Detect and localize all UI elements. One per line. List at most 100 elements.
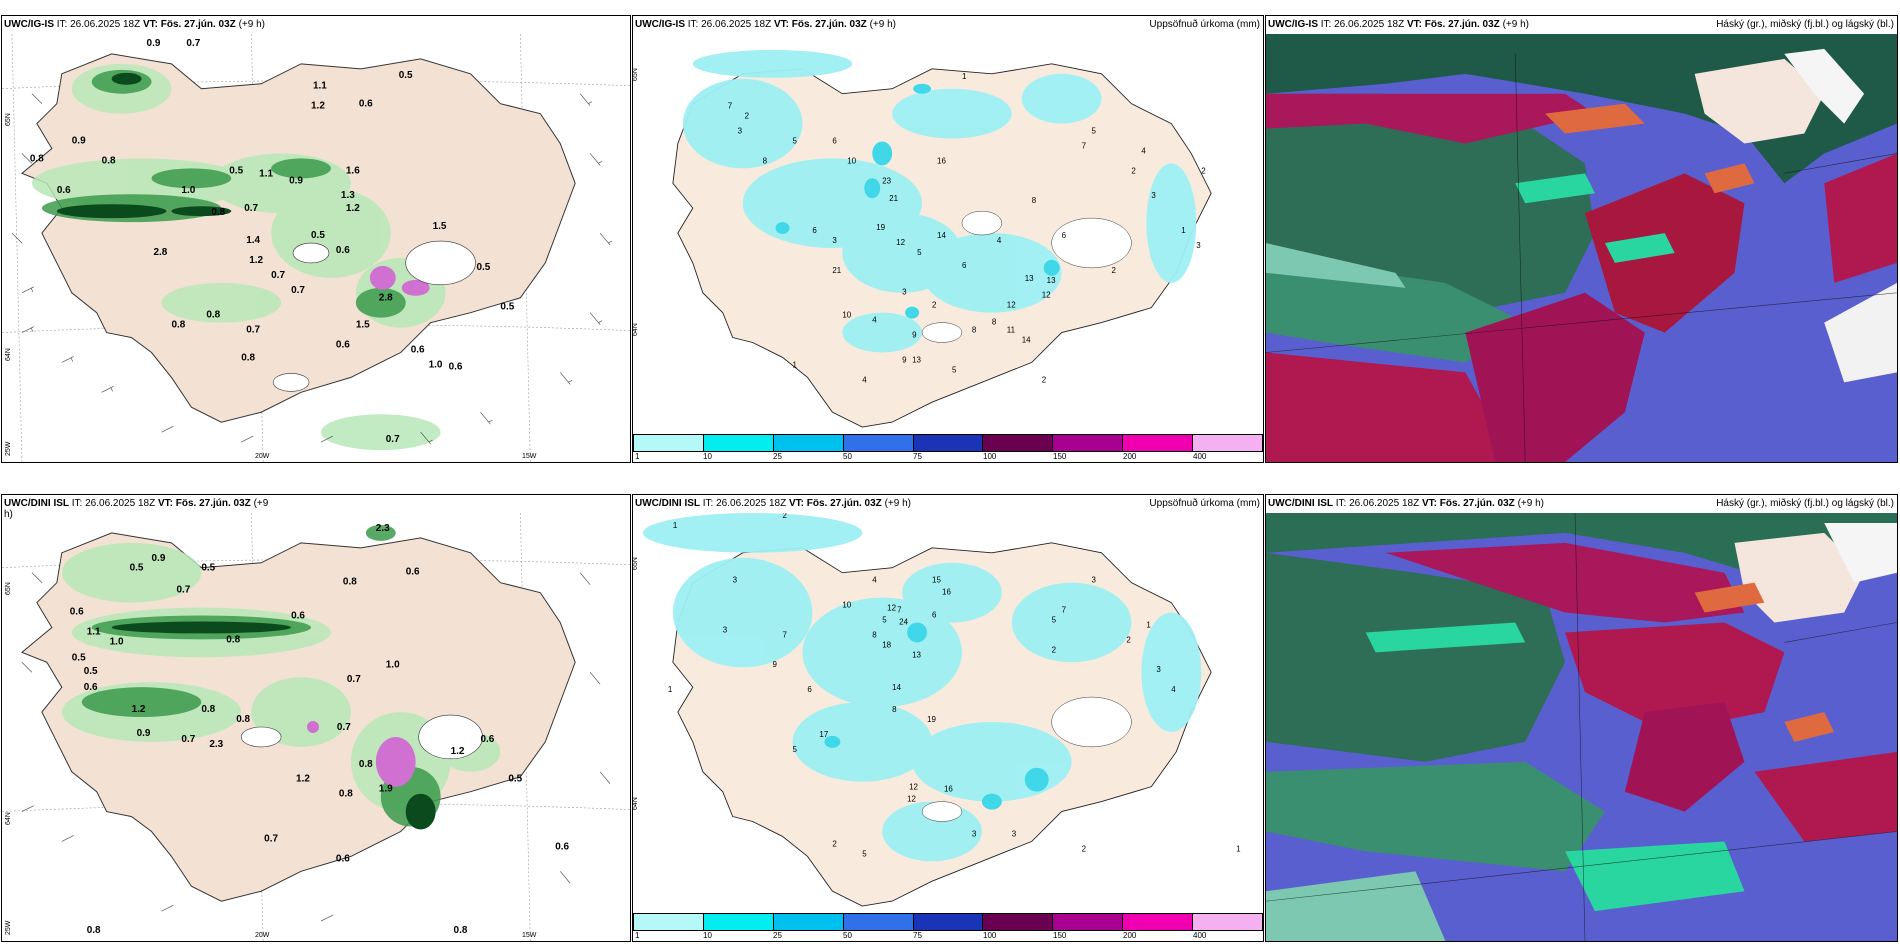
svg-text:2: 2 — [1111, 266, 1116, 275]
svg-text:12: 12 — [887, 604, 896, 613]
svg-text:0.7: 0.7 — [246, 325, 260, 336]
svg-text:23: 23 — [882, 176, 891, 185]
legend-swatch — [983, 435, 1054, 451]
svg-text:2: 2 — [1082, 844, 1087, 853]
svg-text:18: 18 — [882, 640, 891, 649]
svg-text:0.6: 0.6 — [70, 607, 84, 618]
precip-map-bottom[interactable]: 1 2 3 4 5 6 7 8 10 12 13 14 15 16 17 18 … — [633, 513, 1263, 921]
svg-text:2: 2 — [783, 513, 788, 520]
svg-text:10: 10 — [842, 601, 851, 610]
svg-text:16: 16 — [942, 588, 951, 597]
svg-text:0.7: 0.7 — [181, 734, 195, 745]
svg-text:1.5: 1.5 — [356, 320, 370, 331]
svg-text:0.6: 0.6 — [57, 185, 71, 196]
svg-text:1.2: 1.2 — [132, 704, 146, 715]
lat-label: 65N — [5, 582, 12, 595]
svg-text:1.0: 1.0 — [429, 359, 443, 370]
svg-text:9: 9 — [912, 331, 917, 340]
svg-text:1: 1 — [668, 685, 673, 694]
wind-map-bottom[interactable]: 2.3 0.6 0.5 0.9 0.5 0.8 0.7 0.6 1.1 1.0 … — [2, 513, 630, 941]
svg-text:19: 19 — [876, 223, 885, 232]
svg-text:0.8: 0.8 — [30, 153, 44, 164]
svg-text:0.8: 0.8 — [343, 577, 357, 588]
svg-text:0.9: 0.9 — [137, 728, 151, 739]
svg-text:3: 3 — [902, 288, 907, 297]
svg-text:6: 6 — [807, 685, 812, 694]
svg-text:12: 12 — [1042, 291, 1051, 300]
svg-text:0.7: 0.7 — [244, 203, 258, 214]
lat-label: 64N — [632, 797, 639, 810]
svg-text:2.8: 2.8 — [154, 247, 168, 258]
svg-text:0.5: 0.5 — [311, 230, 325, 241]
svg-text:0.9: 0.9 — [289, 175, 303, 186]
wind-map-top[interactable]: 0.9 0.7 1.1 1.2 0.8 0.6 0.9 1.0 0.8 0.6 … — [2, 34, 630, 462]
svg-text:12: 12 — [896, 238, 905, 247]
lon-label: 15W — [522, 453, 537, 460]
legend-swatch — [913, 435, 984, 451]
svg-text:1: 1 — [1181, 226, 1186, 235]
svg-text:2: 2 — [1042, 375, 1047, 384]
product-label: Háský (gr.), miðský (fj.bl.) og lágský (… — [1716, 498, 1894, 509]
svg-text:2: 2 — [745, 112, 750, 121]
svg-text:1: 1 — [1146, 620, 1151, 629]
svg-text:1.1: 1.1 — [313, 81, 327, 92]
svg-text:3: 3 — [1196, 241, 1201, 250]
svg-text:3: 3 — [832, 236, 837, 245]
svg-text:7: 7 — [728, 102, 733, 111]
svg-text:10: 10 — [847, 156, 856, 165]
svg-text:0.7: 0.7 — [271, 270, 285, 281]
lon-label: 15W — [522, 932, 537, 939]
svg-text:0.7: 0.7 — [291, 285, 305, 296]
legend-swatch — [843, 435, 914, 451]
svg-text:2.8: 2.8 — [379, 293, 393, 304]
panel-header: UWC/DINI ISL IT: 26.06.2025 18Z VT: Fös.… — [635, 498, 911, 509]
svg-text:4: 4 — [997, 236, 1002, 245]
svg-text:0.6: 0.6 — [480, 734, 494, 745]
legend-swatch — [983, 914, 1054, 930]
panel-header: UWC/IG-IS IT: 26.06.2025 18Z VT: Fös. 27… — [4, 19, 265, 30]
svg-text:1.2: 1.2 — [451, 746, 465, 757]
svg-text:0.6: 0.6 — [336, 340, 350, 351]
svg-text:6: 6 — [962, 261, 967, 270]
svg-text:3: 3 — [738, 127, 743, 136]
svg-text:0.6: 0.6 — [555, 841, 569, 852]
svg-text:12: 12 — [909, 783, 918, 792]
svg-text:0.7: 0.7 — [337, 722, 351, 733]
svg-text:0.8: 0.8 — [241, 352, 255, 363]
svg-text:0.6: 0.6 — [449, 361, 463, 372]
svg-text:0.6: 0.6 — [336, 853, 350, 864]
svg-text:2: 2 — [832, 839, 837, 848]
svg-text:0.5: 0.5 — [201, 563, 215, 574]
svg-text:4: 4 — [872, 576, 877, 585]
precip-map-top[interactable]: 1 2 3 4 5 6 7 8 10 12 13 14 16 19 21 23 … — [633, 34, 1263, 442]
svg-text:8: 8 — [892, 705, 897, 714]
svg-text:0.7: 0.7 — [264, 833, 278, 844]
svg-text:0.8: 0.8 — [102, 155, 116, 166]
panel-header: UWC/IG-IS IT: 26.06.2025 18Z VT: Fös. 27… — [635, 19, 896, 30]
svg-text:3: 3 — [733, 576, 738, 585]
svg-text:1.6: 1.6 — [346, 165, 360, 176]
svg-text:5: 5 — [882, 615, 887, 624]
svg-text:13: 13 — [1047, 276, 1056, 285]
svg-text:6: 6 — [932, 610, 937, 619]
svg-text:0.5: 0.5 — [72, 652, 86, 663]
cloud-map-top[interactable] — [1266, 34, 1897, 462]
svg-text:1.5: 1.5 — [433, 221, 447, 232]
svg-text:6: 6 — [812, 226, 817, 235]
svg-text:1.1: 1.1 — [87, 626, 101, 637]
svg-text:24: 24 — [899, 617, 908, 626]
svg-text:0.7: 0.7 — [186, 38, 200, 49]
legend-swatch — [773, 914, 844, 930]
legend-swatch — [843, 914, 914, 930]
lat-label: 25W — [5, 920, 12, 935]
svg-text:1.0: 1.0 — [386, 659, 400, 670]
panel-header: UWC/DINI ISL IT: 26.06.2025 18Z VT: Fös.… — [4, 498, 269, 520]
cloud-map-bottom[interactable] — [1266, 513, 1897, 941]
svg-text:5: 5 — [1052, 615, 1057, 624]
svg-text:0.6: 0.6 — [411, 345, 425, 356]
svg-text:0.5: 0.5 — [500, 302, 514, 313]
legend-swatch — [913, 914, 984, 930]
svg-text:21: 21 — [889, 194, 898, 203]
precip-map-panel-top: UWC/IG-IS IT: 26.06.2025 18Z VT: Fös. 27… — [632, 15, 1264, 463]
svg-text:4: 4 — [1141, 146, 1146, 155]
